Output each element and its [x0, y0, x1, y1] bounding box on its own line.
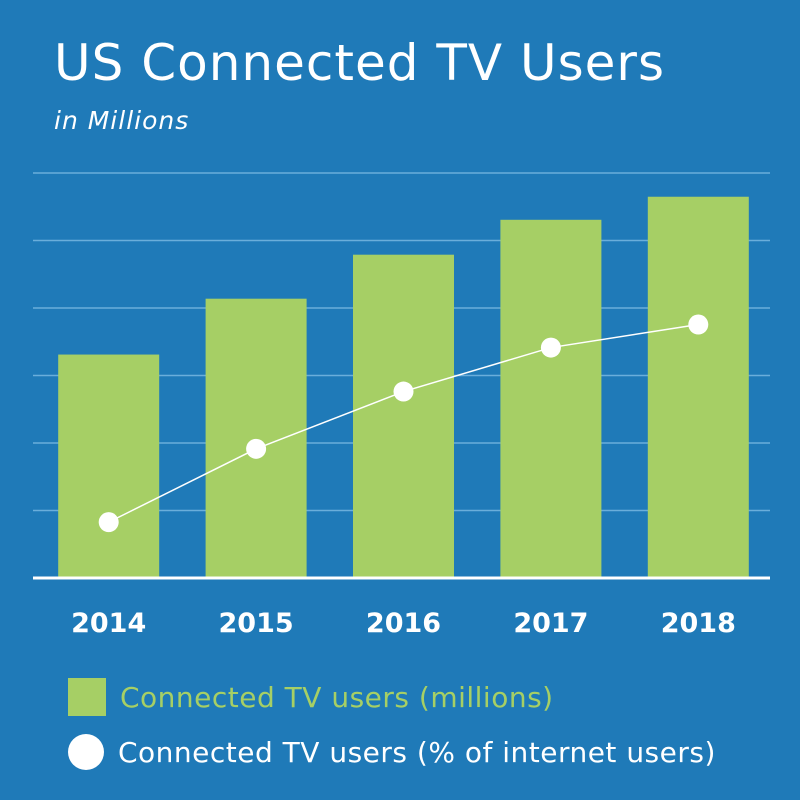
bar-2018: [647, 196, 749, 578]
legend-label-bars: Connected TV users (millions): [120, 680, 554, 714]
line-point-2018: [688, 314, 709, 335]
bar-2015: [205, 298, 307, 578]
x-tick-label: 2014: [71, 608, 146, 639]
x-tick-label: 2017: [513, 608, 588, 639]
bar-2014: [58, 354, 160, 578]
chart-subtitle: in Millions: [54, 106, 190, 135]
line-point-2016: [393, 381, 414, 402]
bar-2017: [500, 219, 602, 578]
legend-bar-swatch: [68, 678, 106, 716]
line-point-2014: [98, 512, 119, 533]
legend-dot-swatch: [68, 734, 104, 770]
x-tick-label: 2018: [661, 608, 736, 639]
x-tick-label: 2015: [219, 608, 294, 639]
legend-item-bars: Connected TV users (millions): [68, 678, 554, 716]
x-tick-label: 2016: [366, 608, 441, 639]
line-point-2015: [246, 438, 267, 459]
chart-title: US Connected TV Users: [54, 34, 666, 92]
legend-label-line: Connected TV users (% of internet users): [118, 735, 716, 769]
bar-2016: [353, 254, 454, 578]
legend-item-line: Connected TV users (% of internet users): [68, 734, 716, 770]
line-point-2017: [540, 337, 561, 358]
